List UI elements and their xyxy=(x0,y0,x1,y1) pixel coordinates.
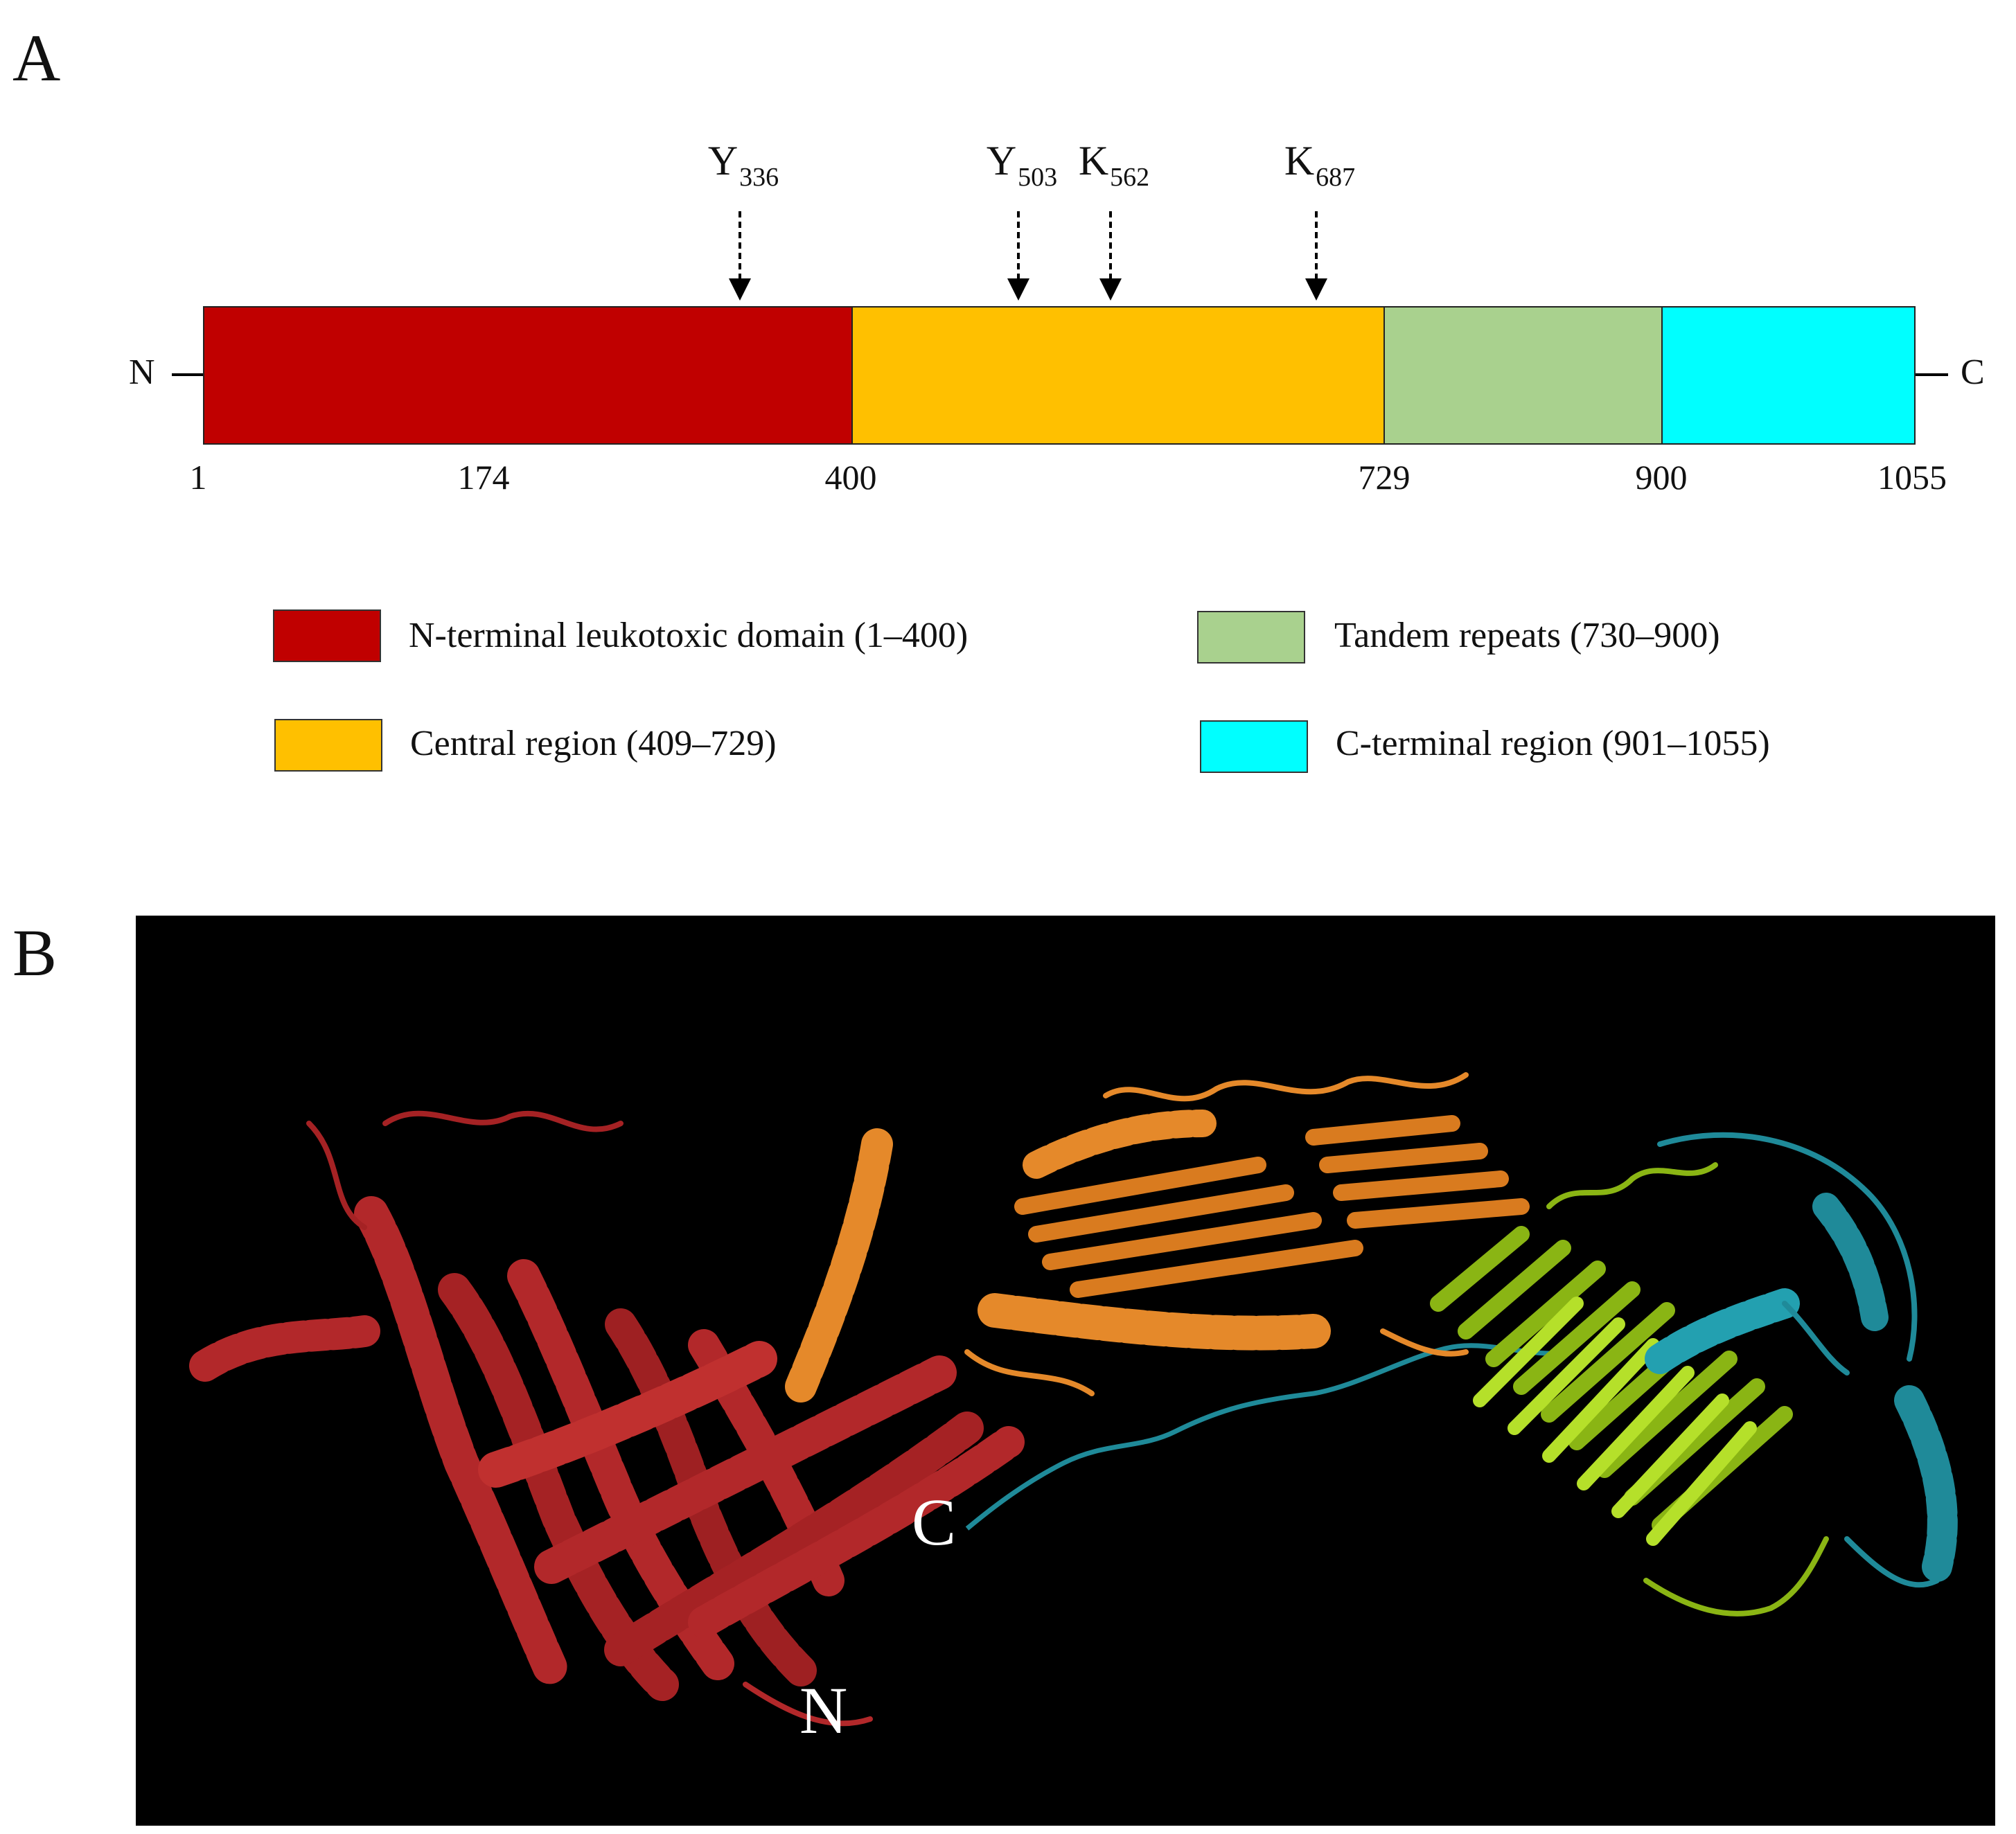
legend-label-central-region: Central region (409–729) xyxy=(410,723,777,764)
tick-label-174: 174 xyxy=(458,457,510,497)
protein-structure-render: C N xyxy=(136,916,1995,1826)
n-terminus-label: N xyxy=(129,352,155,393)
c-terminal-tail-coil xyxy=(967,1346,1570,1529)
structure-n-terminus-label: N xyxy=(799,1672,847,1749)
legend-swatch-n-terminal xyxy=(273,609,381,662)
legend-swatch-central-region xyxy=(274,719,382,772)
tick-label-1055: 1055 xyxy=(1877,457,1947,497)
legend-label-c-terminal: C-terminal region (901–1055) xyxy=(1336,723,1770,764)
legend-label-n-terminal: N-terminal leukotoxic domain (1–400) xyxy=(409,615,968,656)
tick-label-729: 729 xyxy=(1359,457,1411,497)
domain-tandem-repeats xyxy=(1384,307,1662,444)
tandem-repeats-beta-roll xyxy=(1438,1165,1826,1614)
n-domain-helices xyxy=(205,1114,1009,1724)
legend-swatch-c-terminal xyxy=(1200,720,1308,773)
tick-label-1: 1 xyxy=(190,457,207,497)
protein-ribbon-illustration xyxy=(136,916,1995,1826)
c-terminal-region-fold xyxy=(1660,1135,1943,1585)
structure-c-terminus-label: C xyxy=(912,1484,956,1560)
c-terminus-label: C xyxy=(1961,352,1985,393)
legend-label-tandem-repeats: Tandem repeats (730–900) xyxy=(1334,615,1720,656)
panel-b-label: B xyxy=(12,914,57,991)
legend-swatch-tandem-repeats xyxy=(1197,611,1305,664)
domain-central-region xyxy=(852,307,1384,444)
tick-label-900: 900 xyxy=(1636,457,1688,497)
central-region-fold xyxy=(801,1075,1521,1394)
domain-c-terminal-region xyxy=(1662,307,1915,444)
domain-map xyxy=(0,0,2016,526)
tick-label-400: 400 xyxy=(825,457,877,497)
domain-n-terminal-leukotoxic xyxy=(204,307,852,444)
